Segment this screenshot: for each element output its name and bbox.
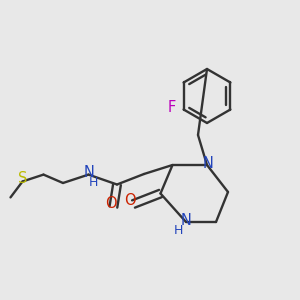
Text: N: N	[203, 156, 214, 171]
Text: O: O	[124, 193, 136, 208]
Text: S: S	[18, 171, 27, 186]
Text: N: N	[181, 213, 191, 228]
Text: F: F	[168, 100, 176, 116]
Text: N: N	[84, 165, 94, 180]
Text: H: H	[174, 224, 183, 238]
Text: H: H	[89, 176, 99, 190]
Text: O: O	[105, 196, 117, 211]
